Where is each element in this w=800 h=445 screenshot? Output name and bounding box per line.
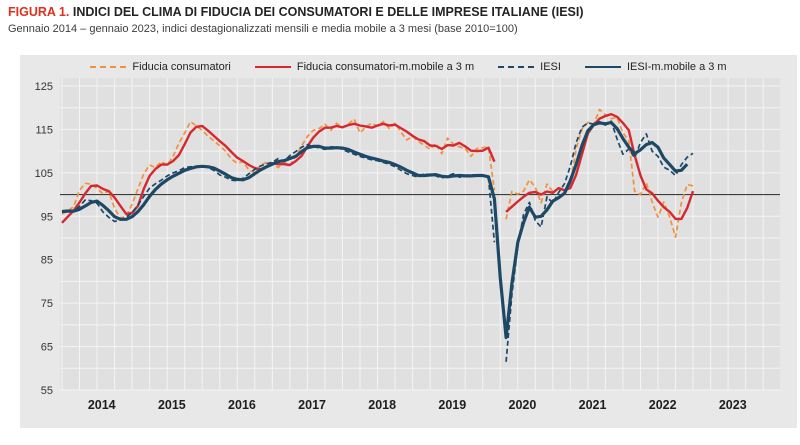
x-tick-label: 2023 [719, 398, 747, 412]
legend-swatch-dashed-line [498, 66, 535, 68]
legend-label: Fiducia consumatori-m.mobile a 3 m [296, 61, 475, 73]
legend-item-iesi: IESI [498, 61, 561, 73]
legend-item-fiducia-consumatori-mm3: Fiducia consumatori-m.mobile a 3 m [254, 61, 475, 73]
figure-subtitle: Gennaio 2014 – gennaio 2023, indici dest… [8, 23, 518, 35]
legend-swatch-dashed-line [90, 66, 127, 68]
legend-swatch-solid-line [254, 66, 291, 68]
x-tick-label: 2016 [228, 398, 256, 412]
y-tick-label: 115 [35, 124, 53, 136]
legend-item-iesi-mm3: IESI-m.mobile a 3 m [584, 61, 727, 73]
chart-panel: Fiducia consumatori Fiducia consumatori-m… [20, 55, 797, 428]
series-fiducia-consumatori [61, 108, 694, 238]
x-tick-label: 2018 [368, 398, 396, 412]
legend-item-fiducia-consumatori: Fiducia consumatori [90, 61, 231, 73]
y-tick-label: 95 [41, 211, 53, 223]
y-tick-label: 125 [35, 81, 53, 93]
y-tick-label: 65 [41, 342, 53, 354]
chart-legend: Fiducia consumatori Fiducia consumatori-m… [20, 59, 797, 75]
y-tick-label: 85 [41, 255, 53, 267]
legend-swatch-solid-line [584, 66, 621, 68]
plot-area [60, 78, 780, 390]
x-axis-labels: 2014 2015 2016 2017 2018 2019 2020 2021 2022 2023 [88, 398, 747, 412]
series-iesi-mm3 [61, 120, 689, 340]
x-tick-label: 2019 [438, 398, 466, 412]
x-tick-label: 2015 [158, 398, 186, 412]
figure-title: FIGURA 1. INDICI DEL CLIMA DI FIDUCIA DE… [8, 5, 584, 19]
x-tick-label: 2020 [509, 398, 537, 412]
x-tick-label: 2022 [649, 398, 677, 412]
legend-label: IESI-m.mobile a 3 m [626, 61, 727, 73]
legend-label: Fiducia consumatori [132, 61, 231, 73]
legend-label: IESI [540, 61, 561, 73]
y-tick-label: 75 [41, 298, 53, 310]
y-tick-label: 55 [41, 385, 53, 397]
x-tick-label: 2014 [88, 398, 116, 412]
x-tick-label: 2017 [298, 398, 326, 412]
figure-title-text: INDICI DEL CLIMA DI FIDUCIA DEI CONSUMAT… [72, 5, 584, 19]
y-tick-label: 105 [35, 168, 53, 180]
figure-label: FIGURA 1. [8, 5, 70, 19]
y-axis-labels: 55 65 75 85 95 105 115 125 [35, 81, 53, 397]
x-tick-label: 2021 [579, 398, 607, 412]
